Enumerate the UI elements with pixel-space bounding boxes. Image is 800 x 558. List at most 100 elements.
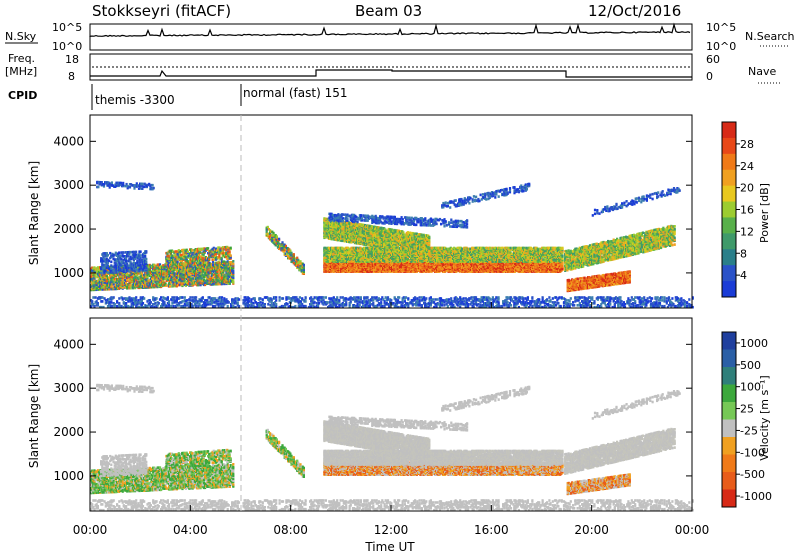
power-cell	[228, 250, 231, 254]
power-cell	[121, 276, 124, 280]
power-cell	[109, 283, 112, 286]
power-cell	[135, 278, 138, 282]
power-cell	[105, 257, 108, 261]
power-cell	[175, 250, 178, 253]
power-cell	[157, 271, 160, 274]
power-cell	[188, 264, 191, 268]
power-cell	[148, 265, 151, 269]
power-cell	[209, 271, 212, 275]
power-cell	[157, 280, 160, 284]
power-cell	[136, 259, 139, 262]
power-cell	[192, 279, 195, 282]
power-cell	[214, 269, 217, 273]
power-cell	[99, 273, 102, 277]
power-cell	[209, 267, 212, 271]
power-cell	[114, 267, 117, 270]
power-cell	[119, 256, 122, 259]
power-cell	[93, 266, 96, 269]
power-cell	[146, 265, 149, 269]
power-cell	[220, 275, 224, 279]
power-cell	[139, 280, 142, 284]
power-cell	[157, 267, 160, 270]
power-scatter-cells	[90, 180, 694, 309]
power-cell	[197, 279, 200, 283]
power-cell	[144, 281, 147, 284]
power-cell	[122, 266, 125, 270]
power-cell	[179, 280, 182, 284]
power-cell	[111, 287, 114, 291]
power-cell	[148, 263, 151, 267]
power-cell	[129, 285, 132, 289]
power-cell	[91, 275, 94, 278]
power-cell	[227, 278, 230, 282]
power-cell	[102, 266, 105, 270]
power-cell	[178, 270, 181, 273]
power-cell	[220, 260, 224, 264]
power-cell	[183, 283, 186, 286]
power-cell	[95, 286, 98, 290]
power-cell	[227, 261, 230, 264]
nsearch-tick-top: 10^5	[706, 21, 736, 34]
power-cell	[154, 271, 157, 274]
power-cell	[146, 271, 149, 275]
power-cell	[205, 271, 208, 275]
power-cell	[213, 280, 216, 283]
power-cell	[109, 273, 112, 276]
power-cell	[144, 273, 147, 277]
power-cell	[209, 278, 212, 281]
power-cell	[109, 281, 112, 284]
power-cell	[174, 278, 177, 281]
power-cell	[119, 254, 122, 257]
power-cell	[138, 275, 141, 279]
power-cell	[123, 262, 126, 266]
power-cell	[127, 273, 130, 277]
power-cell	[167, 269, 171, 273]
power-cell	[218, 266, 221, 269]
power-cell	[157, 269, 160, 272]
power-cell	[192, 272, 195, 275]
power-cell	[96, 266, 99, 269]
power-cell	[213, 273, 216, 276]
power-cell	[170, 275, 173, 278]
power-cell	[220, 277, 224, 281]
power-cell	[101, 266, 104, 270]
power-cell	[181, 268, 184, 271]
power-cell	[148, 282, 151, 285]
power-cell	[197, 265, 200, 268]
power-cell	[104, 260, 107, 264]
power-cell	[199, 281, 202, 285]
power-cell	[181, 271, 184, 275]
power-cell	[162, 264, 165, 267]
power-cell	[179, 265, 182, 268]
power-cell	[139, 250, 142, 253]
power-cell	[144, 286, 147, 289]
power-cell	[152, 280, 155, 283]
power-cell	[153, 271, 156, 274]
power-cell	[120, 263, 123, 267]
power-cell	[144, 279, 147, 283]
power-cell	[127, 283, 130, 286]
power-cell	[174, 266, 177, 270]
power-cell	[145, 260, 148, 264]
power-cell	[188, 269, 191, 273]
power-cell	[183, 268, 186, 272]
power-cell	[119, 258, 122, 261]
power-cell	[211, 260, 215, 264]
power-cell	[141, 282, 145, 286]
power-cell	[123, 269, 126, 273]
nave-trace	[90, 69, 692, 78]
power-cell	[170, 269, 173, 273]
power-cell	[104, 278, 107, 281]
power-cell	[170, 271, 173, 275]
power-cell	[228, 269, 231, 273]
power-cell	[155, 276, 158, 279]
power-cell	[182, 262, 185, 265]
power-cell	[100, 285, 103, 288]
power-cell	[101, 262, 104, 266]
power-cell	[106, 261, 109, 265]
power-cell	[112, 269, 115, 272]
power-cell	[165, 279, 168, 282]
power-cell	[157, 276, 160, 280]
power-cell	[146, 263, 149, 267]
power-cell	[165, 268, 168, 272]
